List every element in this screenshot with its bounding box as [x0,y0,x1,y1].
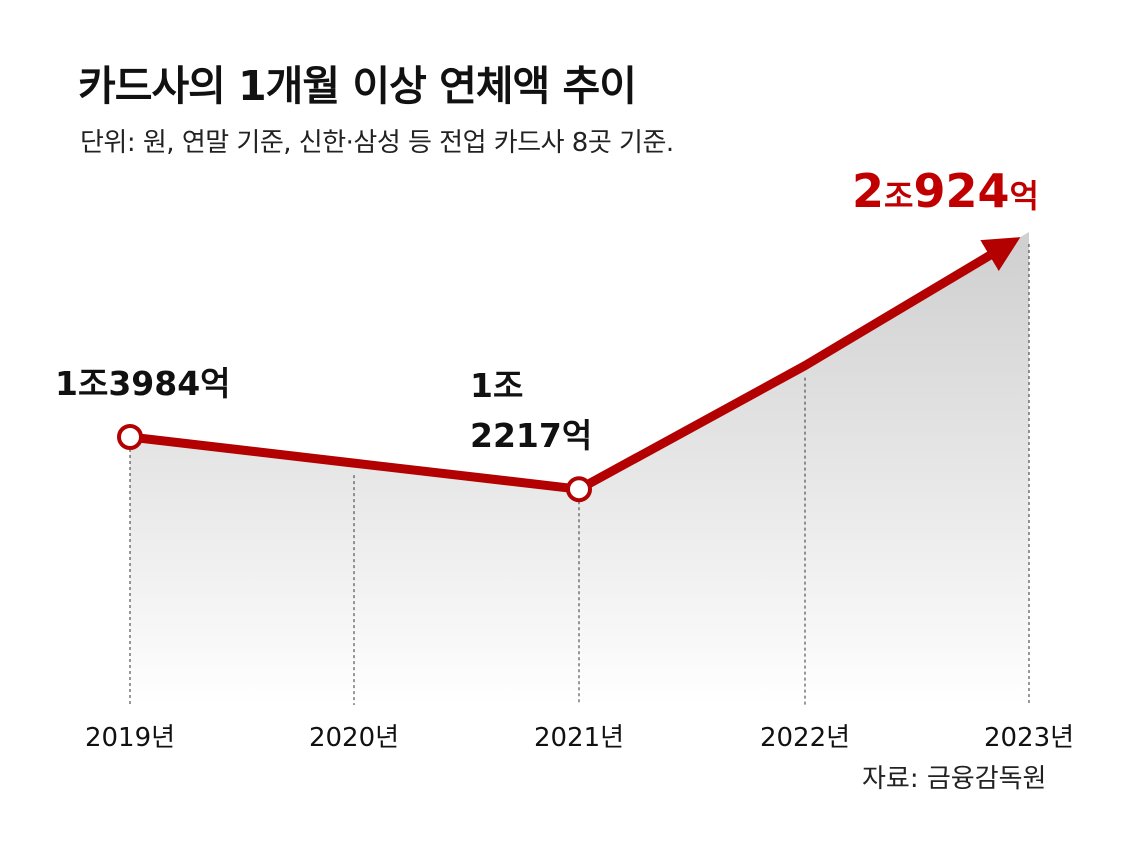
data-label-2021-line2: 2217억 [470,416,592,455]
data-label-2023-part: 조 [884,177,913,215]
x-tick-label: 2019년 [85,723,175,753]
point-marker-2019년 [117,424,143,450]
data-label-2023-part: 억 [1010,177,1039,215]
area-fill [130,232,1029,705]
data-label-2023-part: 924 [913,164,1009,218]
chart-subtitle: 단위: 원, 연말 기준, 신한·삼성 등 전업 카드사 8곳 기준. [80,128,674,158]
data-label-2023: 2조924억 [852,164,1039,218]
x-tick-label: 2021년 [534,723,624,753]
data-label-2023-part: 2 [852,164,884,218]
chart-title: 카드사의 1개월 이상 연체액 추이 [78,62,637,110]
x-tick-label: 2020년 [309,723,399,753]
source-note: 자료: 금융감독원 [862,764,1047,794]
point-marker-2021년 [566,476,592,503]
x-tick-label: 2022년 [760,723,850,753]
data-label-2019: 1조3984억 [55,364,231,403]
data-label-2021-line1: 1조 [470,366,523,405]
x-tick-label: 2023년 [984,723,1074,753]
